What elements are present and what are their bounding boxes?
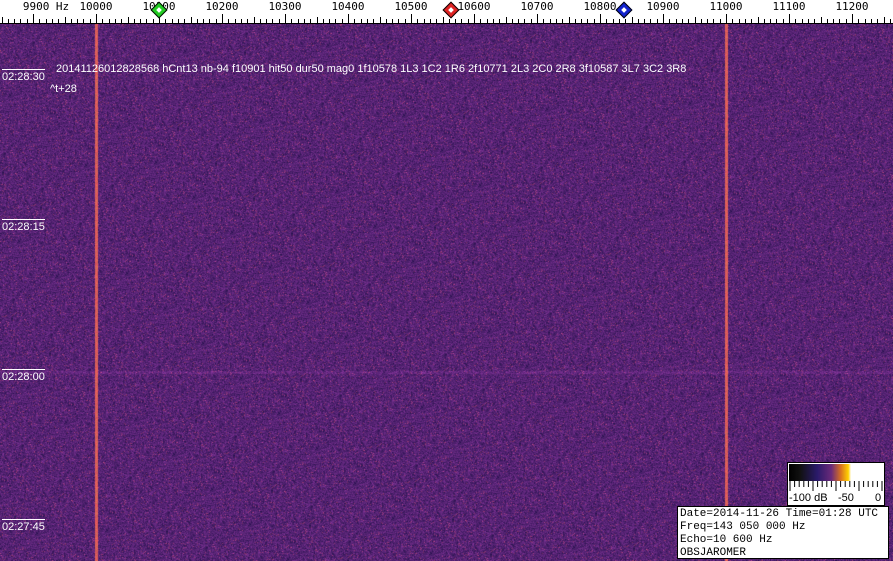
spectrogram	[0, 24, 893, 561]
colorbar: -100 dB -50 0	[787, 462, 885, 506]
time-label: 02:27:45	[2, 519, 45, 533]
time-label: 02:28:30	[2, 69, 45, 83]
frequency-tick-label: 10600	[457, 0, 491, 13]
colorbar-ticks	[789, 481, 883, 491]
frequency-tick-label: 10500	[394, 0, 428, 13]
time-label: 02:28:15	[2, 219, 45, 233]
info-box: Date=2014-11-26 Time=01:28 UTC Freq=143 …	[677, 506, 889, 559]
date-time: Date=2014-11-26 Time=01:28 UTC	[680, 508, 879, 520]
detection-annotation: 20141126012828568 hCnt13 nb-94 f10901 hi…	[56, 63, 687, 75]
frequency-tick-label: 11100	[772, 0, 806, 13]
ruler-ticks	[0, 14, 893, 24]
frequency-tick-label: 10300	[268, 0, 302, 13]
frequency-tick-label: 10800	[583, 0, 617, 13]
frequency-tick-label: 10900	[646, 0, 680, 13]
frequency: Freq=143 050 000 Hz	[680, 521, 806, 533]
echo-frequency: Echo=10 600 Hz	[680, 534, 773, 546]
frequency-tick-label: 10000	[79, 0, 113, 13]
frequency-tick-label: 10400	[331, 0, 365, 13]
colorbar-gradient	[789, 464, 883, 481]
colorbar-label: 0	[875, 492, 882, 504]
frequency-tick-label: 10700	[520, 0, 554, 13]
colorbar-label: -50	[838, 492, 854, 504]
frequency-axis: 9900 Hz100001010010200103001040010500106…	[0, 0, 893, 24]
observer: OBSJAROMER	[680, 547, 747, 559]
frequency-tick-label: 10200	[205, 0, 239, 13]
time-offset-annotation: ^t+28	[50, 83, 77, 95]
frequency-tick-label: 11200	[835, 0, 869, 13]
colorbar-label: -100 dB	[789, 492, 828, 504]
frequency-tick-label: 9900 Hz	[22, 0, 70, 13]
frequency-tick-label: 11000	[709, 0, 743, 13]
time-label: 02:28:00	[2, 369, 45, 383]
